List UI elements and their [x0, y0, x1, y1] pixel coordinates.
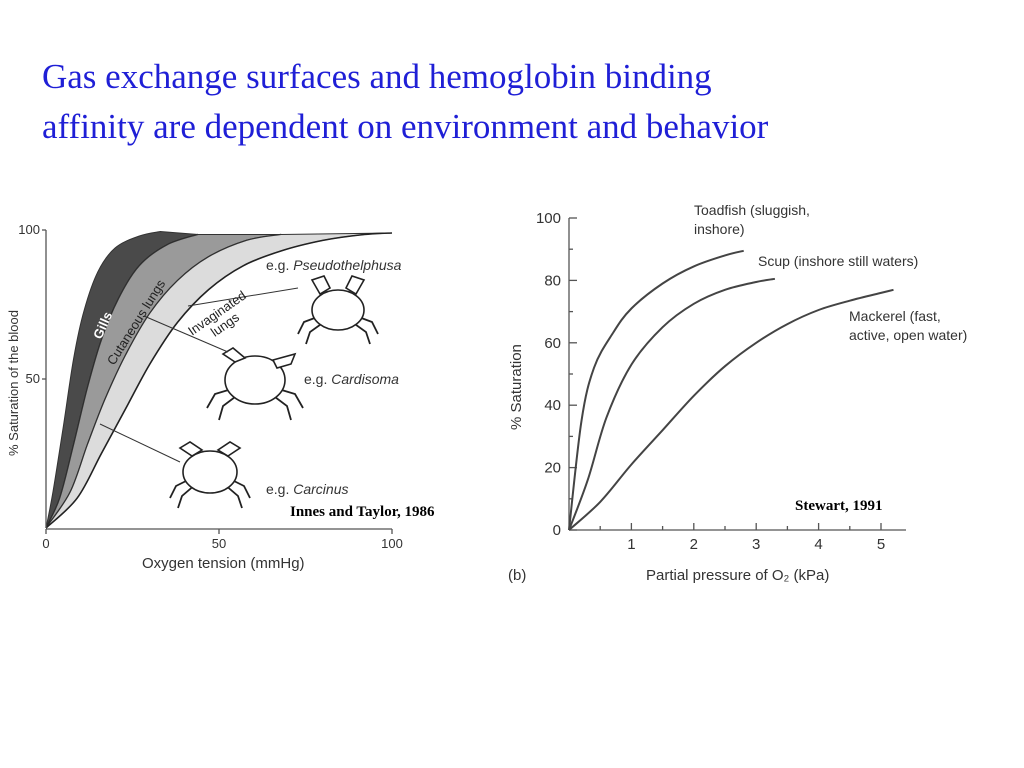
- chart-b-y-tick-label: 40: [544, 397, 561, 414]
- saturation-bands: [45, 230, 393, 529]
- source-stewart: Stewart, 1991: [795, 498, 882, 514]
- series-label-toadfish: Toadfish (sluggish, inshore): [694, 202, 814, 237]
- chart-a-ylabel: % Saturation of the blood: [6, 310, 21, 456]
- chart-a-x-tick-label: 0: [42, 536, 49, 551]
- series-label-mackerel: Mackerel (fast, active, open water): [849, 308, 967, 343]
- annotation-pseudothelphusa: e.g. Pseudothelphusa: [266, 257, 402, 273]
- chart-a-y-tick-label: 100: [18, 222, 40, 237]
- chart-b-y-tick-label: 100: [536, 210, 561, 227]
- chart-a-ticks: 0 50 100 50 100: [18, 222, 403, 551]
- chart-a-xlabel: Oxygen tension (mmHg): [142, 555, 305, 572]
- chart-a-x-tick-label: 50: [212, 536, 226, 551]
- title-line-2: affinity are dependent on environment an…: [42, 107, 769, 146]
- chart-b-ylabel: % Saturation: [508, 344, 525, 430]
- crab-carcinus-illustration: [169, 441, 251, 509]
- curve-mackerel: [568, 288, 894, 531]
- title-line-1: Gas exchange surfaces and hemoglobin bin…: [42, 57, 712, 96]
- chart-b-x-tick-label: 5: [877, 536, 885, 553]
- curve-scup: [568, 277, 776, 531]
- chart-b-y-tick-label: 20: [544, 460, 561, 477]
- slide-title: Gas exchange surfaces and hemoglobin bin…: [42, 52, 962, 152]
- chart-b-x-tick-label: 1: [627, 536, 635, 553]
- chart-b-x-tick-label: 3: [752, 536, 760, 553]
- chart-b-panel-label: (b): [508, 567, 526, 584]
- chart-b-y-tick-label: 60: [544, 335, 561, 352]
- pointer-pseudothelphusa: [187, 287, 299, 307]
- chart-b-x-tick-label: 2: [690, 536, 698, 553]
- source-innes-taylor: Innes and Taylor, 1986: [290, 504, 435, 520]
- crab-pseudothelphusa-illustration: [297, 275, 379, 345]
- chart-a-y-tick-label: 50: [26, 371, 40, 386]
- chart-b-y-tick-label: 80: [544, 272, 561, 289]
- pointer-cardisoma: [143, 315, 229, 353]
- series-label-scup: Scup (inshore still waters): [758, 253, 918, 269]
- chart-a-x-tick-label: 100: [381, 536, 403, 551]
- annotation-carcinus: e.g. Carcinus: [266, 481, 349, 497]
- crab-cardisoma-illustration: [206, 347, 304, 421]
- chart-b-xlabel: Partial pressure of O₂ (kPa): [646, 567, 829, 584]
- curve-toadfish: [568, 249, 744, 531]
- chart-b-curves: [568, 249, 894, 531]
- chart-b-ticks: 0 20 40 60 80 100 1 2 3 4 5: [536, 210, 885, 553]
- chart-b-y-tick-label: 0: [553, 522, 561, 539]
- chart-b-x-tick-label: 4: [814, 536, 822, 553]
- annotation-cardisoma: e.g. Cardisoma: [304, 371, 399, 387]
- pointer-carcinus: [99, 423, 181, 463]
